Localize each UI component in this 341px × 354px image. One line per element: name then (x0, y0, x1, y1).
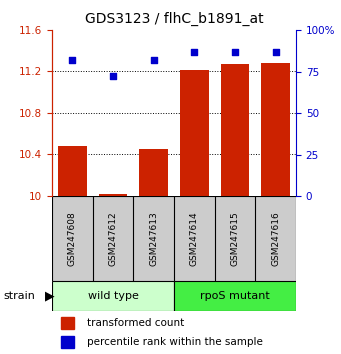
Text: GSM247613: GSM247613 (149, 211, 158, 266)
Point (273, 49, 278, 55)
Bar (58, 146, 87, 196)
Text: GSM247614: GSM247614 (190, 211, 199, 266)
Text: GSM247608: GSM247608 (68, 211, 77, 266)
Text: GSM247612: GSM247612 (108, 211, 118, 266)
Bar (61, 317, 74, 329)
Title: GDS3123 / flhC_b1891_at: GDS3123 / flhC_b1891_at (85, 12, 263, 26)
Point (70, 57, 75, 63)
Bar (262, 63, 290, 196)
Text: percentile rank within the sample: percentile rank within the sample (87, 337, 263, 347)
Bar (139, 149, 168, 196)
Bar (52, 281, 174, 311)
Point (232, 49, 238, 55)
Text: wild type: wild type (88, 291, 138, 301)
Text: GSM247616: GSM247616 (271, 211, 280, 266)
Bar (99, 194, 127, 196)
Point (192, 49, 197, 55)
Point (151, 57, 157, 63)
Text: strain: strain (3, 291, 35, 301)
Bar (221, 64, 249, 196)
Bar (174, 281, 296, 311)
Bar (61, 336, 74, 348)
Text: transformed count: transformed count (87, 318, 184, 328)
Text: GSM247615: GSM247615 (231, 211, 239, 266)
Bar (180, 70, 209, 196)
Text: rpoS mutant: rpoS mutant (200, 291, 270, 301)
Text: ▶: ▶ (45, 290, 54, 303)
Point (110, 74, 116, 79)
